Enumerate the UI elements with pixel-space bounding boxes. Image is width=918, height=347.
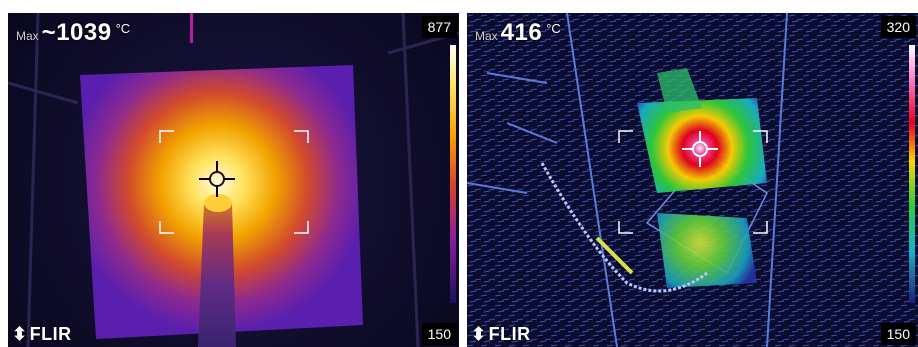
scale-max-value: 877 <box>421 16 457 38</box>
max-temperature-readout: Max 416 °C <box>475 19 561 47</box>
max-value: 416 <box>500 19 543 46</box>
max-value: ~1039 <box>41 19 112 46</box>
max-temperature-readout: Max ~1039 °C <box>16 19 130 47</box>
thermal-image-panel-right: Max 416 °C 320 150 ⬍ FLIR <box>467 13 918 347</box>
measurement-frame-left <box>159 130 309 234</box>
flir-logo-icon: ⬍ <box>471 324 487 344</box>
thermal-image-panel-left: Max ~1039 °C 877 150 ⬍ FLIR <box>8 13 459 347</box>
color-scale-bar <box>450 45 456 303</box>
flir-logo-icon: ⬍ <box>12 324 28 344</box>
crosshair-icon <box>682 131 718 167</box>
temperature-unit: °C <box>546 21 561 36</box>
thermal-scene-right <box>467 13 918 347</box>
scale-min-value: 150 <box>421 323 457 345</box>
scale-min-value: 150 <box>880 323 916 345</box>
scale-max-value: 320 <box>880 16 916 38</box>
max-label: Max <box>16 29 39 43</box>
temperature-unit: °C <box>115 21 131 36</box>
flir-logo: ⬍ FLIR <box>471 324 531 344</box>
color-scale-bar <box>909 45 915 303</box>
flir-logo: ⬍ FLIR <box>12 324 72 344</box>
crosshair-icon <box>199 161 235 197</box>
max-label: Max <box>475 29 498 43</box>
measurement-frame-right <box>618 130 768 234</box>
thermal-scene-left <box>8 13 459 347</box>
